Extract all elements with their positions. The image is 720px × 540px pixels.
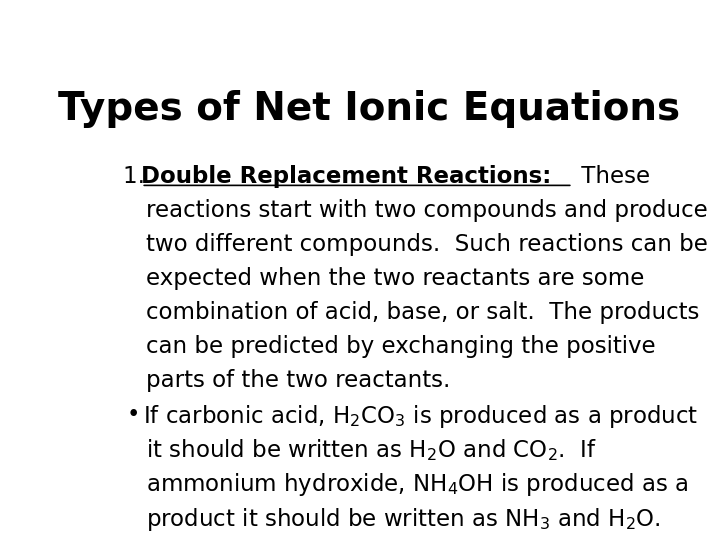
Text: two different compounds.  Such reactions can be: two different compounds. Such reactions …	[145, 233, 708, 256]
Text: 1.: 1.	[124, 165, 153, 187]
Text: combination of acid, base, or salt.  The products: combination of acid, base, or salt. The …	[145, 301, 699, 324]
Text: If carbonic acid, $\mathregular{H_2CO_3}$ is produced as a product: If carbonic acid, $\mathregular{H_2CO_3}…	[143, 403, 698, 430]
Text: product it should be written as $\mathregular{NH_3}$ and $\mathregular{H_2O}$.: product it should be written as $\mathre…	[145, 505, 661, 532]
Text: Double Replacement Reactions:: Double Replacement Reactions:	[141, 165, 552, 187]
Text: expected when the two reactants are some: expected when the two reactants are some	[145, 267, 644, 290]
Text: These: These	[575, 165, 650, 187]
Text: it should be written as $\mathregular{H_2O}$ and $\mathregular{CO_2}$.  If: it should be written as $\mathregular{H_…	[145, 437, 597, 463]
Text: parts of the two reactants.: parts of the two reactants.	[145, 369, 450, 392]
Text: •: •	[126, 403, 140, 426]
Text: ammonium hydroxide, $\mathregular{NH_4OH}$ is produced as a: ammonium hydroxide, $\mathregular{NH_4OH…	[145, 471, 688, 498]
Text: Types of Net Ionic Equations: Types of Net Ionic Equations	[58, 90, 680, 128]
Text: can be predicted by exchanging the positive: can be predicted by exchanging the posit…	[145, 335, 655, 358]
Text: reactions start with two compounds and produce: reactions start with two compounds and p…	[145, 199, 708, 222]
